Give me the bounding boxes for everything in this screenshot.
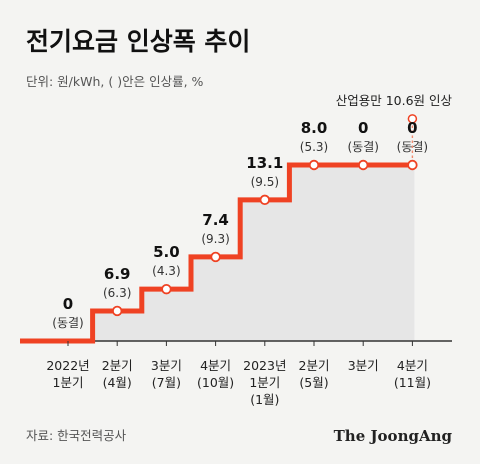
- data-point: [358, 159, 369, 171]
- unit-note: 단위: 원/kWh, ( )안은 인상률, %: [26, 74, 204, 89]
- value-label: 6.9: [104, 265, 131, 283]
- x-tick-label: 2분기: [299, 358, 330, 373]
- x-tick-label: (1월): [250, 392, 279, 407]
- x-tick-label: 2분기: [102, 358, 133, 373]
- x-tick-label: (5월): [299, 375, 328, 390]
- value-label: 5.0: [153, 243, 180, 261]
- rate-label: (동결): [347, 140, 378, 154]
- data-point: [259, 194, 271, 206]
- rate-label: (동결): [52, 316, 83, 330]
- x-tick-label: (11월): [394, 375, 431, 390]
- data-point: [308, 159, 320, 171]
- rate-label: (9.3): [201, 232, 229, 246]
- rate-label: (6.3): [103, 286, 131, 300]
- x-tick-label: 3분기: [348, 358, 379, 373]
- x-tick-label: (4월): [103, 375, 132, 390]
- annotation-marker: [407, 114, 418, 124]
- value-label: 0: [407, 119, 417, 137]
- data-point: [111, 305, 123, 317]
- data-point: [407, 159, 418, 171]
- rate-label: (동결): [397, 140, 428, 154]
- data-point: [161, 283, 172, 295]
- value-label: 7.4: [202, 211, 229, 229]
- value-label: 13.1: [246, 154, 283, 172]
- source-note: 자료: 한국전력공사: [26, 428, 127, 443]
- chart-title: 전기요금 인상폭 추이: [26, 27, 250, 56]
- x-tick-label: 2023년: [243, 358, 286, 373]
- value-label: 8.0: [301, 119, 328, 137]
- x-tick-label: 3분기: [151, 358, 182, 373]
- x-tick-label: 1분기: [53, 375, 84, 390]
- x-tick-label: 4분기: [200, 358, 231, 373]
- rate-label: (9.5): [251, 175, 279, 189]
- brand-logo: The JoongAng: [334, 427, 453, 445]
- annotation-label: 산업용만 10.6원 인상: [336, 93, 453, 108]
- rate-label: (4.3): [152, 264, 180, 278]
- data-point: [210, 251, 221, 263]
- x-tick-label: 1분기: [249, 375, 280, 390]
- series-step-line: [20, 162, 415, 344]
- x-tick-label: 2022년: [46, 358, 89, 373]
- x-tick-label: (10월): [197, 375, 234, 390]
- plot-area: 산업용만 10.6원 인상 0 (동결) 2022년 1분기 6.9 (6.3) 2분기 (4월…: [20, 93, 452, 407]
- rate-label: (5.3): [300, 140, 328, 154]
- value-label: 0: [358, 119, 368, 137]
- x-tick-label: 4분기: [397, 358, 428, 373]
- x-tick-label: (7월): [152, 375, 181, 390]
- value-label: 0: [63, 295, 73, 313]
- step-area-fill: [20, 165, 415, 341]
